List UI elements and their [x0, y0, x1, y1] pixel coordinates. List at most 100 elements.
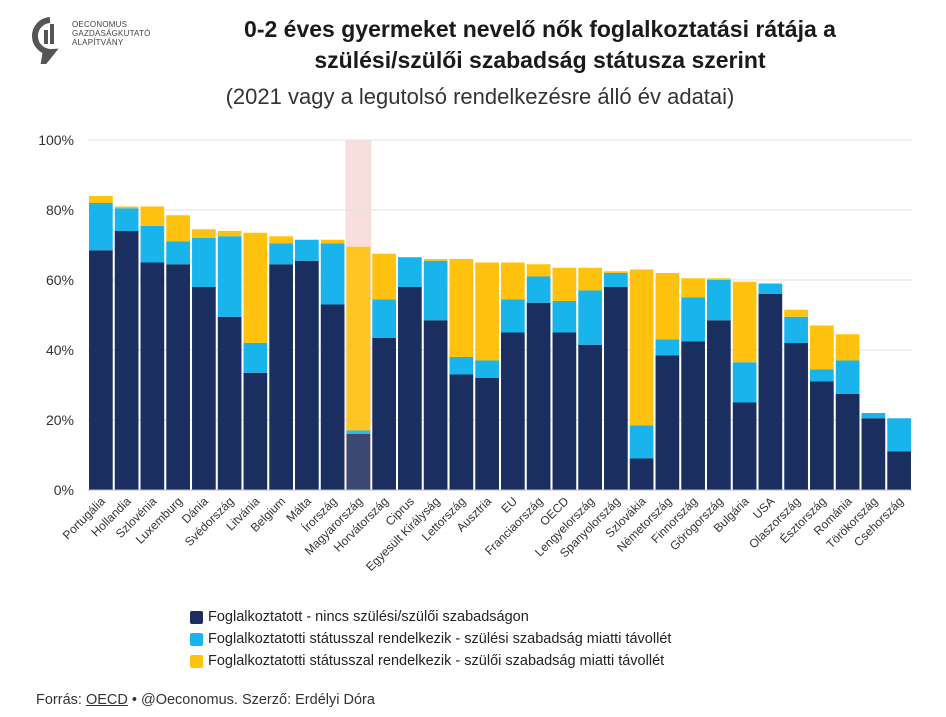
- legend-swatch-employed: [190, 610, 203, 624]
- bar-segment: [578, 290, 602, 345]
- bar-segment: [861, 413, 886, 419]
- logo-mark-icon: [32, 17, 59, 73]
- bar-segment: [346, 430, 371, 434]
- source-note: Forrás: OECD • @Oeconomus. Szerző: Erdél…: [36, 692, 375, 708]
- bar-segment: [707, 320, 731, 490]
- bar-segment: [887, 418, 911, 452]
- bar-segment: [114, 208, 139, 231]
- bar-segment: [526, 276, 551, 303]
- bar-segment: [835, 334, 860, 361]
- bar-segment: [604, 287, 628, 490]
- bar-segment: [89, 250, 113, 490]
- bar-segment: [269, 236, 293, 244]
- bar-segment: [398, 287, 422, 490]
- bar-segment: [475, 262, 499, 361]
- bar-segment: [810, 325, 834, 370]
- bar-segment: [552, 332, 577, 490]
- bar-segment: [346, 434, 371, 490]
- bar-segment: [526, 302, 551, 490]
- bar-segment: [398, 257, 422, 287]
- bar-segment: [732, 402, 757, 490]
- bar-segment: [114, 231, 139, 490]
- bar-segment: [320, 243, 345, 305]
- bar-segment: [629, 458, 654, 490]
- logo-text: OECONOMUS GAZDASÁGKUTATÓ ALAPÍTVÁNY: [72, 20, 151, 47]
- bar-segment: [707, 280, 731, 321]
- bar-segment: [887, 451, 911, 490]
- bar-segment: [89, 196, 113, 203]
- bar-segment: [243, 343, 268, 373]
- bar-segment: [835, 393, 860, 490]
- bar-segment: [629, 425, 654, 459]
- bar-segment: [320, 304, 345, 490]
- bar-segment: [372, 337, 396, 490]
- chart-title-line-2: szülési/szülői szabadság státusza szerin…: [314, 47, 766, 73]
- legend-item-employed: Foglalkoztatott - nincs szülési/szülői s…: [190, 606, 671, 628]
- source-link-oecd[interactable]: OECD: [85, 692, 128, 708]
- bar-segment: [140, 206, 165, 226]
- bar-segment: [810, 369, 834, 382]
- chart-title-line-1: 0-2 éves gyermeket nevelő nők foglalkozt…: [244, 16, 836, 42]
- bar-segment: [861, 418, 886, 490]
- bar-segment: [217, 231, 242, 237]
- legend: Foglalkoztatott - nincs szülési/szülői s…: [190, 606, 671, 672]
- bar-segment: [655, 355, 680, 490]
- chart-subtitle: (2021 vagy a legutolsó rendelkezésre áll…: [225, 84, 735, 109]
- bar-segment: [784, 343, 808, 490]
- bar-segment: [810, 381, 834, 490]
- y-tick-label: 20%: [46, 412, 74, 428]
- bar-segment: [784, 309, 808, 317]
- bar-segment: [501, 332, 525, 490]
- stacked-bar-chart: 0%20%40%60%80%100%PortugáliaHollandiaSzl…: [38, 132, 912, 574]
- legend-label-maternity: Foglalkoztatotti státusszal rendelkezik …: [208, 631, 672, 647]
- bar-segment: [217, 316, 242, 490]
- bar-segment: [681, 297, 705, 342]
- bar-segment: [681, 341, 705, 490]
- bar-segment: [732, 281, 757, 363]
- bar-segment: [449, 357, 474, 375]
- bar-segment: [243, 232, 268, 343]
- bar-segment: [140, 225, 165, 263]
- legend-swatch-maternity: [190, 632, 203, 646]
- y-tick-label: 0%: [54, 482, 74, 498]
- bar-segment: [552, 301, 577, 333]
- bar-segment: [552, 267, 577, 301]
- bar-segment: [449, 259, 474, 357]
- bar-segment: [578, 267, 602, 291]
- legend-swatch-parental: [190, 654, 203, 668]
- y-tick-label: 100%: [38, 132, 74, 148]
- legend-label-employed: Foglalkoztatott - nincs szülési/szülői s…: [208, 609, 529, 625]
- bar-segment: [475, 360, 499, 378]
- bar-segment: [835, 360, 860, 394]
- bar-segment: [346, 246, 371, 431]
- bar-segment: [192, 238, 216, 287]
- bar-segment: [707, 278, 731, 280]
- bar-segment: [578, 344, 602, 490]
- bar-segment: [114, 206, 139, 209]
- bar-segment: [295, 239, 319, 261]
- bar-segment: [501, 299, 525, 333]
- bar-segment: [758, 283, 783, 294]
- bar-segment: [501, 262, 525, 300]
- source-suffix: • @Oeconomus. Szerző: Erdélyi Dóra: [127, 692, 375, 708]
- y-tick-label: 80%: [46, 202, 74, 218]
- bar-segment: [475, 378, 499, 490]
- bar-segment: [655, 273, 680, 340]
- bar-segment: [526, 264, 551, 277]
- bar-segment: [423, 259, 448, 261]
- bar-segment: [604, 271, 628, 273]
- chart-title: 0-2 éves gyermeket nevelő nők foglalkozt…: [180, 14, 900, 76]
- bar-segment: [423, 320, 448, 490]
- bar-segment: [269, 264, 293, 490]
- bar-segment: [372, 253, 396, 300]
- legend-label-parental: Foglalkoztatotti státusszal rendelkezik …: [208, 653, 665, 669]
- y-tick-label: 40%: [46, 342, 74, 358]
- bar-segment: [784, 316, 808, 343]
- legend-item-maternity: Foglalkoztatotti státusszal rendelkezik …: [190, 628, 671, 650]
- bar-segment: [166, 264, 190, 490]
- bar-segment: [243, 372, 268, 490]
- bar-segment: [681, 278, 705, 298]
- bar-segment: [192, 229, 216, 238]
- bar-segment: [320, 239, 345, 244]
- bar-segment: [629, 269, 654, 426]
